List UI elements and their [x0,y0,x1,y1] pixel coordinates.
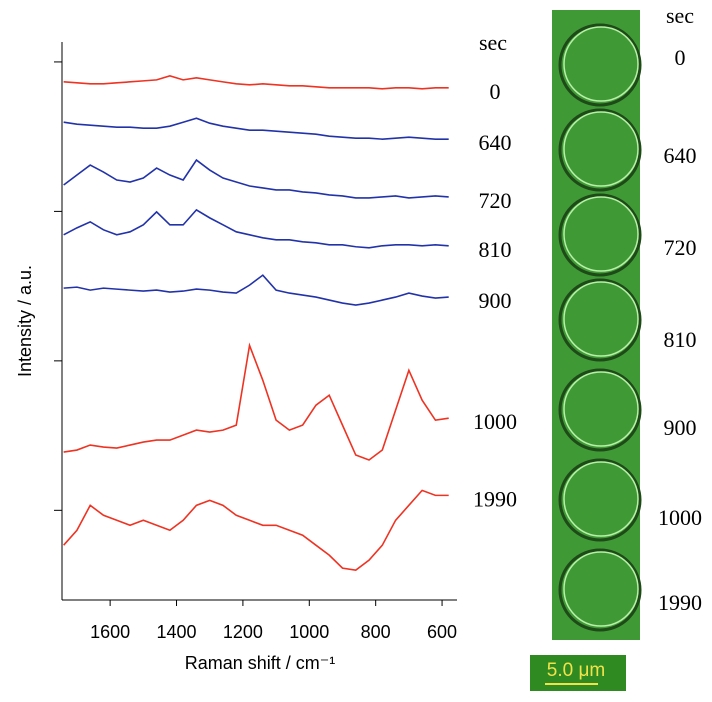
spectrum [63,158,449,199]
x-tick-label: 1400 [156,622,196,642]
spectrum [63,75,449,90]
image-label: 900 [664,415,697,440]
x-tick-label: 600 [427,622,457,642]
microscopy-strip [552,10,642,640]
image-label: 640 [664,143,697,168]
series-label: 1000 [473,409,517,434]
series-label: 720 [479,188,512,213]
x-tick-label: 1000 [289,622,329,642]
spectrum [63,342,449,461]
image-label: 720 [664,235,697,260]
spectrum [63,489,449,571]
label-header: sec [479,30,507,55]
image-label: 810 [664,327,697,352]
series-label: 0 [490,79,501,104]
series-label: 1990 [473,486,517,511]
x-axis-label: Raman shift / cm⁻¹ [185,653,336,673]
spectrum [63,274,449,306]
series-label: 640 [479,130,512,155]
spectrum [63,117,449,140]
series-label: 810 [479,237,512,262]
image-label: 1000 [658,505,702,530]
x-tick-label: 1200 [223,622,263,642]
image-label: 1990 [658,590,702,615]
x-tick-label: 800 [361,622,391,642]
series-label: 900 [479,288,512,313]
scale-bar-label: 5.0 μm [547,660,605,681]
y-axis-label: Intensity / a.u. [15,265,35,377]
image-label: 0 [675,45,686,70]
image-header: sec [666,3,694,28]
spectrum [63,208,449,249]
x-tick-label: 1600 [90,622,130,642]
